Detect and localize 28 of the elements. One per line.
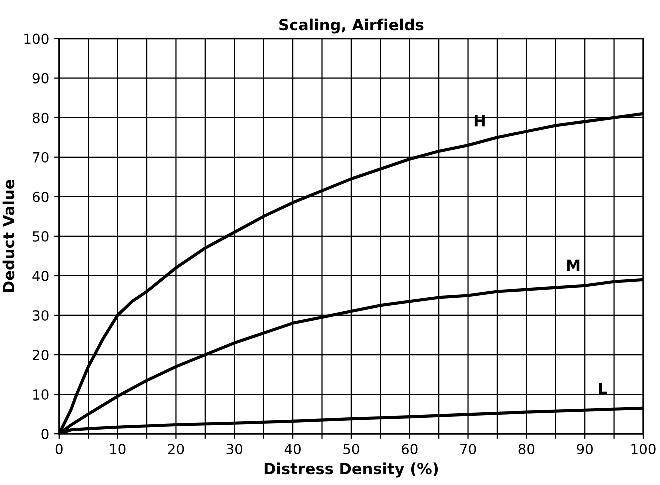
y-tick-label: 10 [34, 390, 49, 400]
y-tick-label: 90 [32, 73, 49, 84]
y-tick-label: 60 [32, 192, 49, 202]
x-tick-label: 70 [460, 444, 476, 455]
y-tick-label: 70 [33, 152, 49, 163]
x-tick-label: 30 [226, 444, 243, 455]
x-tick-label: 40 [284, 444, 301, 455]
y-tick-label: 40 [32, 270, 49, 282]
series-label: L [599, 382, 608, 394]
y-tick-label: 50 [33, 231, 49, 242]
x-tick-label: 90 [577, 444, 594, 455]
y-tick-label: 100 [24, 34, 49, 44]
x-tick-label: 80 [518, 444, 535, 455]
x-tick-label: 50 [344, 444, 360, 455]
x-axis-title: Distress Density (%) [264, 462, 438, 478]
chart-title: Scaling, Airfields [280, 18, 424, 34]
x-tick-label: 20 [168, 444, 184, 455]
x-tick-label: 100 [632, 444, 656, 455]
y-tick-label: 0 [42, 429, 49, 440]
y-tick-label: 20 [33, 350, 49, 360]
series-label: M [567, 260, 580, 271]
y-tick-label: 80 [32, 112, 49, 124]
series-label: H [474, 116, 485, 127]
x-tick-label: 60 [402, 444, 418, 455]
y-axis-title: Deduct Value [2, 180, 15, 292]
y-tick-label: 30 [33, 310, 49, 321]
x-tick-label: 10 [110, 444, 126, 455]
x-tick-label: 0 [56, 444, 63, 455]
